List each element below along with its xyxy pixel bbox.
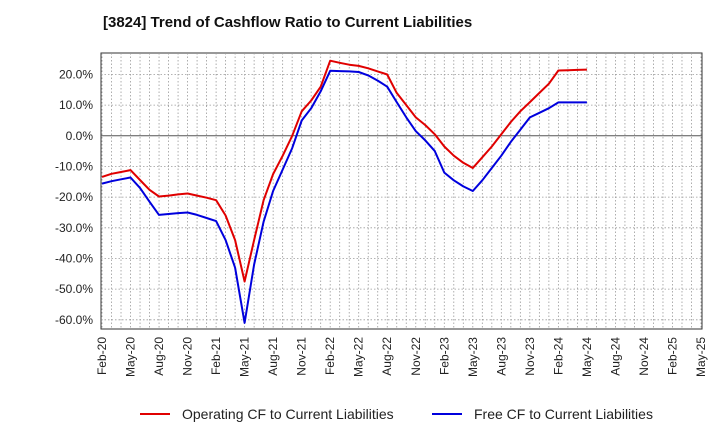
x-tick-label: May-25: [694, 337, 708, 377]
y-tick-label: -50.0%: [55, 282, 93, 296]
chart-title: [3824] Trend of Cashflow Ratio to Curren…: [103, 14, 473, 31]
x-tick-label: May-23: [466, 337, 480, 377]
y-tick-label: -10.0%: [55, 159, 93, 173]
legend-label-0: Operating CF to Current Liabilities: [182, 406, 394, 422]
x-tick-label: Feb-24: [551, 337, 565, 375]
x-tick-label: Aug-22: [380, 337, 394, 376]
x-tick-label: May-21: [238, 337, 252, 377]
x-tick-label: Feb-20: [95, 337, 109, 375]
series-layer: [101, 59, 587, 324]
x-tick-label: Feb-23: [437, 337, 451, 375]
y-tick-label: 10.0%: [59, 98, 93, 112]
x-tick-label: Aug-24: [608, 337, 622, 376]
x-tick-label: Nov-23: [523, 337, 537, 376]
legend-label-1: Free CF to Current Liabilities: [474, 406, 653, 422]
y-tick-label: -20.0%: [55, 190, 93, 204]
y-tick-label: -30.0%: [55, 221, 93, 235]
x-tick-label: Feb-21: [209, 337, 223, 375]
x-tick-label: Aug-23: [494, 337, 508, 376]
x-tick-label: May-20: [124, 337, 138, 377]
x-tick-label: Feb-22: [323, 337, 337, 375]
x-tick-label: Feb-25: [665, 337, 679, 375]
x-tick-label: Nov-21: [295, 337, 309, 376]
y-tick-label: 0.0%: [66, 129, 94, 143]
legend: Operating CF to Current Liabilities Free …: [140, 406, 653, 422]
x-tick-label: Aug-20: [152, 337, 166, 376]
y-axis-ticks: 20.0% 10.0% 0.0% -10.0% -20.0% -30.0% -40.0% -5…: [55, 67, 93, 326]
y-tick-label: -40.0%: [55, 251, 93, 265]
x-axis-ticks: Feb-20 May-20 Aug-20 Nov-20 Feb-21 May-21 Aug-…: [95, 337, 708, 377]
x-tick-label: Nov-22: [409, 337, 423, 376]
x-tick-label: Aug-21: [266, 337, 280, 376]
x-tick-label: Nov-20: [181, 337, 195, 376]
x-tick-label: Nov-24: [637, 337, 651, 376]
series-line-1: [101, 69, 587, 324]
plot-area: [100, 52, 703, 330]
x-tick-label: May-24: [580, 337, 594, 377]
y-tick-label: 20.0%: [59, 67, 93, 81]
grid-layer: [101, 53, 702, 329]
y-tick-label: -60.0%: [55, 313, 93, 327]
series-line-0: [101, 59, 587, 283]
x-tick-label: May-22: [352, 337, 366, 377]
